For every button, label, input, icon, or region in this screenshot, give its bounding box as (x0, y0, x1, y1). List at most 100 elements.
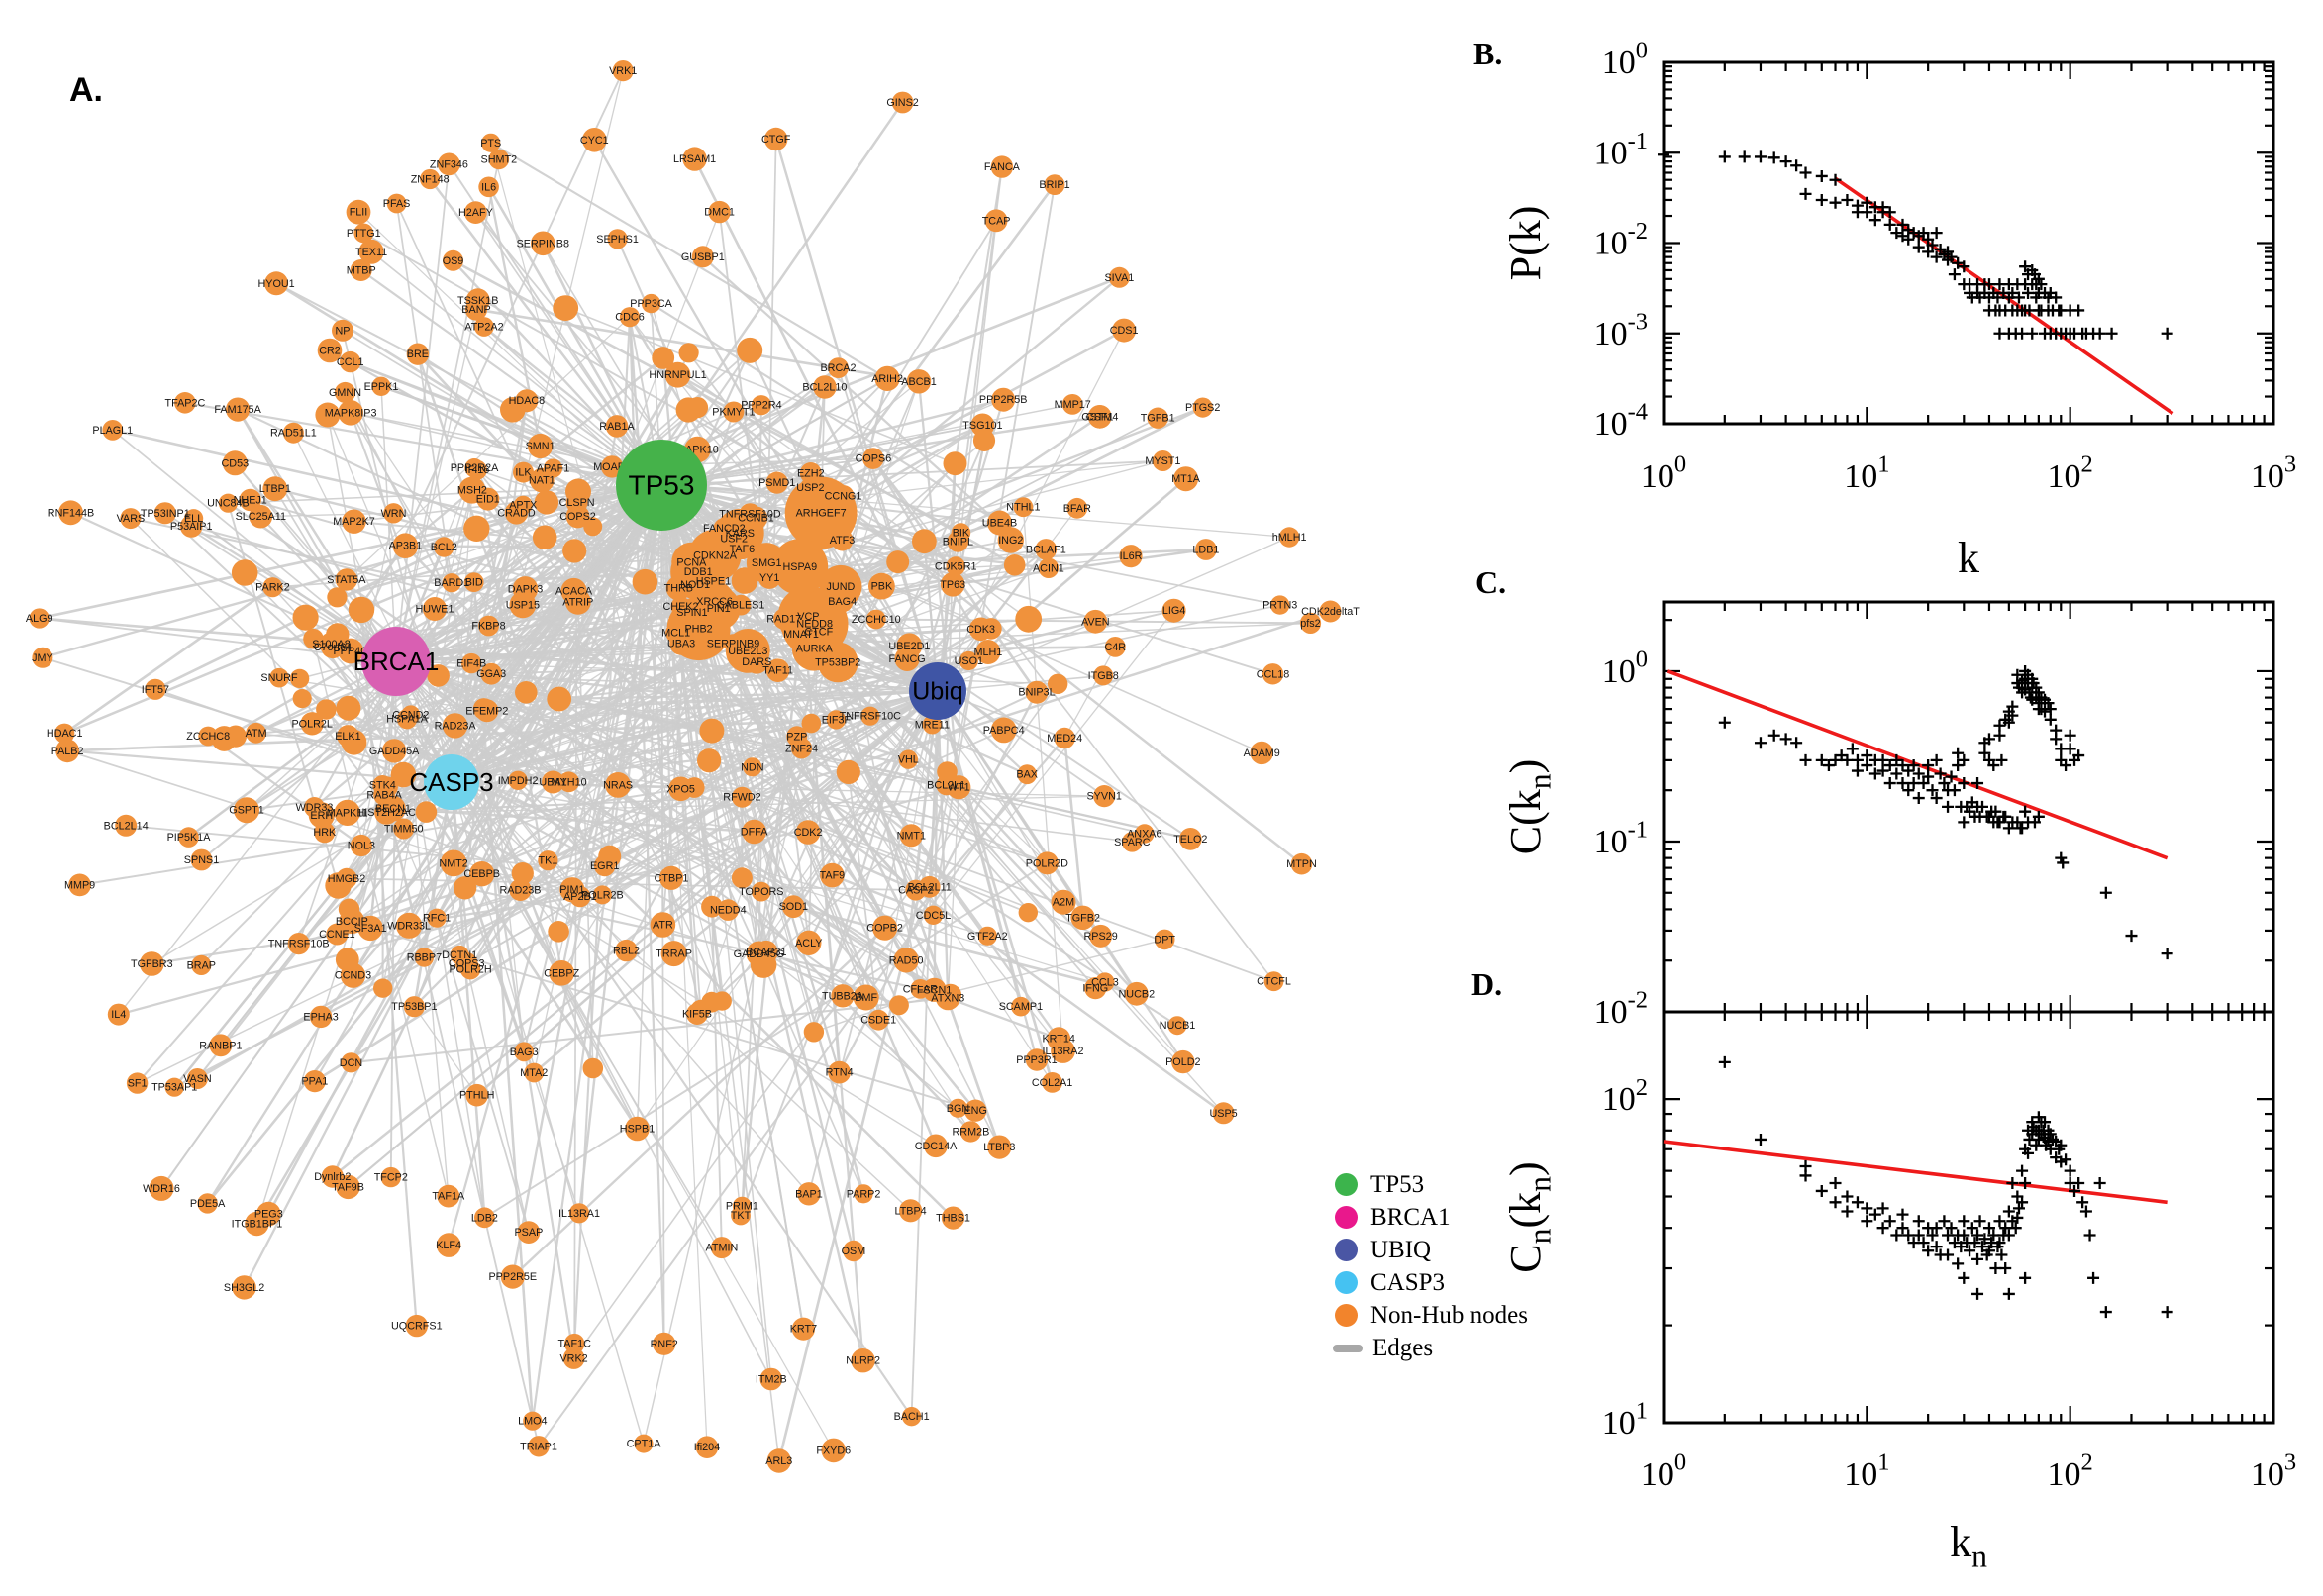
gene-label: BNIPL (943, 536, 973, 548)
network-node (997, 527, 1024, 553)
network-node (289, 668, 310, 689)
network-node (249, 504, 273, 529)
network-node (334, 381, 356, 404)
network-node (406, 343, 430, 365)
network-node (442, 713, 468, 739)
edge-line-icon (1333, 1344, 1363, 1352)
gene-label: ATMIN (706, 1243, 739, 1254)
gene-label: IFI16 (465, 464, 490, 476)
gene-label: POLR2H (449, 964, 491, 976)
gene-label: FKBP8 (471, 621, 505, 633)
network-node (730, 594, 752, 616)
network-node (338, 400, 363, 426)
gene-label: CEBPB (463, 868, 500, 880)
svg-text:102: 102 (2048, 1449, 2093, 1493)
network-node (1262, 663, 1284, 685)
network-node (1051, 889, 1076, 915)
network-node (500, 1264, 525, 1289)
gene-label: AP2B1 (563, 891, 597, 903)
network-node (827, 582, 854, 609)
network-node (461, 652, 482, 674)
network-node (810, 494, 830, 514)
gene-label: LRSAM1 (673, 153, 716, 165)
network-node (374, 800, 399, 825)
gene-label: CFLAR (903, 983, 939, 995)
network-node (1212, 1102, 1235, 1125)
network-node (508, 770, 528, 790)
network-node (469, 861, 495, 887)
network-node (350, 834, 372, 857)
network-node (1119, 545, 1143, 568)
network-node (1250, 741, 1273, 765)
gene-label: PTTG1 (347, 228, 381, 240)
gene-label: PALB2 (51, 746, 84, 757)
gene-label: USP2 (796, 482, 824, 494)
gene-label: TIMM50 (384, 824, 424, 836)
network-node (440, 849, 467, 877)
gene-label: ING2 (998, 535, 1023, 547)
panel-b-label: B. (1473, 36, 1503, 71)
network-node (348, 596, 375, 624)
gene-label: MYH10 (552, 776, 587, 788)
gene-label: COL2A1 (1032, 1077, 1072, 1089)
network-node (547, 686, 572, 712)
legend-label-casp3: CASP3 (1370, 1268, 1446, 1296)
network-node (583, 517, 603, 537)
network-node (107, 1003, 130, 1026)
gene-label: RFC1 (423, 913, 451, 925)
network-node (801, 713, 822, 734)
gene-label: TSSK1B (457, 295, 498, 307)
network-node (174, 392, 196, 414)
network-node (442, 573, 461, 593)
gene-label: VARS (117, 513, 146, 525)
network-node (350, 259, 372, 281)
network-node (326, 623, 350, 647)
gene-label: LTBP4 (894, 1205, 926, 1217)
network-node (434, 537, 454, 557)
network-node (1054, 727, 1075, 749)
network-node (68, 873, 91, 897)
gene-label: NUCB1 (1160, 1020, 1196, 1032)
network-node (316, 699, 337, 720)
network-node (1048, 673, 1068, 694)
gene-label: ELL (184, 513, 203, 525)
gene-label: ZNF148 (411, 174, 450, 186)
gene-label: POLR2L (291, 718, 332, 730)
network-node (126, 1072, 149, 1094)
network-node (396, 709, 418, 730)
network-node (683, 777, 705, 798)
gene-label: HNRNPUL1 (649, 369, 706, 381)
network-node (893, 948, 919, 973)
network-node (987, 1135, 1012, 1159)
gene-label: ATF3 (830, 535, 856, 547)
gene-label: PTHLH (459, 1090, 494, 1102)
network-node (376, 776, 398, 798)
gene-label: MAPK11 (327, 807, 368, 819)
gene-label: EIF3F (822, 714, 852, 726)
gene-label: EIF4B (456, 658, 486, 670)
gene-label: MAP2K7 (333, 516, 375, 528)
gene-label: ARIH2 (871, 373, 903, 385)
gene-label: HYOU1 (257, 278, 294, 290)
network-node (1083, 609, 1108, 634)
network-node (615, 939, 638, 962)
network-node (632, 568, 658, 595)
network-node (513, 495, 533, 515)
network-node (872, 915, 898, 941)
network-node (886, 550, 910, 574)
network-node (619, 307, 641, 328)
gene-label: APAF1 (537, 463, 569, 475)
network-node (327, 587, 348, 608)
hub-nodes: TP53 BRCA1 Ubiq CASP3 (354, 440, 966, 810)
gene-label: PPP2R2A (451, 462, 499, 474)
network-node (874, 365, 900, 391)
network-node (474, 1207, 495, 1229)
gene-label: BRAP (187, 959, 216, 971)
gene-label: C7orf64 (314, 642, 352, 653)
network-node (605, 772, 631, 798)
gene-label: SLC25A11 (236, 511, 286, 523)
network-node (641, 293, 661, 314)
gene-label: RTN4 (826, 1067, 854, 1079)
gene-label: PPP3R1 (1016, 1054, 1057, 1066)
gene-label: KRT7 (790, 1324, 817, 1336)
